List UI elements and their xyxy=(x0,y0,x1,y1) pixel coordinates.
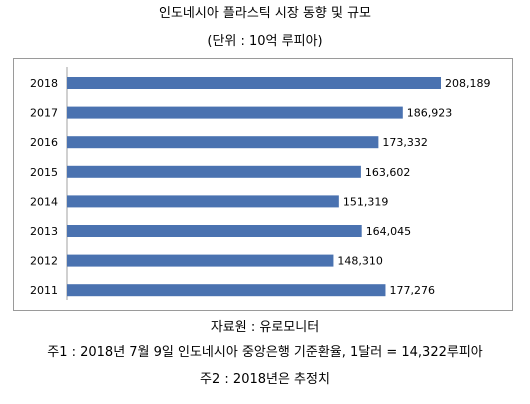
tick-label-2016: 2016 xyxy=(30,136,58,149)
exchange-rate-note: 주1 : 2018년 7월 9일 인도네시아 중앙은행 기준환율, 1달러 = … xyxy=(47,345,483,360)
chart-title: 인도네시아 플라스틱 시장 동향 및 규모 xyxy=(158,6,372,21)
bar-2014 xyxy=(67,195,339,208)
tick-label-2015: 2015 xyxy=(30,166,58,179)
tick-label-2017: 2017 xyxy=(30,107,58,120)
source-note: 자료원 : 유로모니터 xyxy=(210,320,320,335)
bar-2015 xyxy=(67,165,361,178)
data-label-2018: 208,189 xyxy=(445,77,491,90)
bar-2011 xyxy=(67,284,386,297)
data-label-2011: 177,276 xyxy=(389,284,435,297)
estimate-note: 주2 : 2018년은 추정치 xyxy=(200,372,330,387)
data-label-2012: 148,310 xyxy=(337,255,383,268)
bar-2017 xyxy=(67,106,403,119)
data-label-2017: 186,923 xyxy=(407,107,453,120)
tick-label-2014: 2014 xyxy=(30,195,58,208)
bar-2013 xyxy=(67,225,362,237)
chart-subtitle: (단위 : 10억 루피아) xyxy=(207,34,323,49)
data-label-2013: 164,045 xyxy=(366,225,412,238)
data-label-2014: 151,319 xyxy=(343,195,389,208)
tick-label-2011: 2011 xyxy=(30,284,58,297)
chart-frame: 2018 208,189 2017 186,923 2016 173,332 2015 163… xyxy=(13,58,513,311)
tick-label-2013: 2013 xyxy=(30,225,58,238)
data-label-2015: 163,602 xyxy=(365,166,411,179)
bar-2016 xyxy=(67,136,379,149)
bar-chart: 2018 208,189 2017 186,923 2016 173,332 2015 163… xyxy=(30,67,491,300)
data-label-2016: 173,332 xyxy=(382,136,428,149)
bar-2018 xyxy=(67,77,441,89)
tick-label-2012: 2012 xyxy=(30,255,58,268)
tick-label-2018: 2018 xyxy=(30,77,58,90)
bar-2012 xyxy=(67,254,334,267)
